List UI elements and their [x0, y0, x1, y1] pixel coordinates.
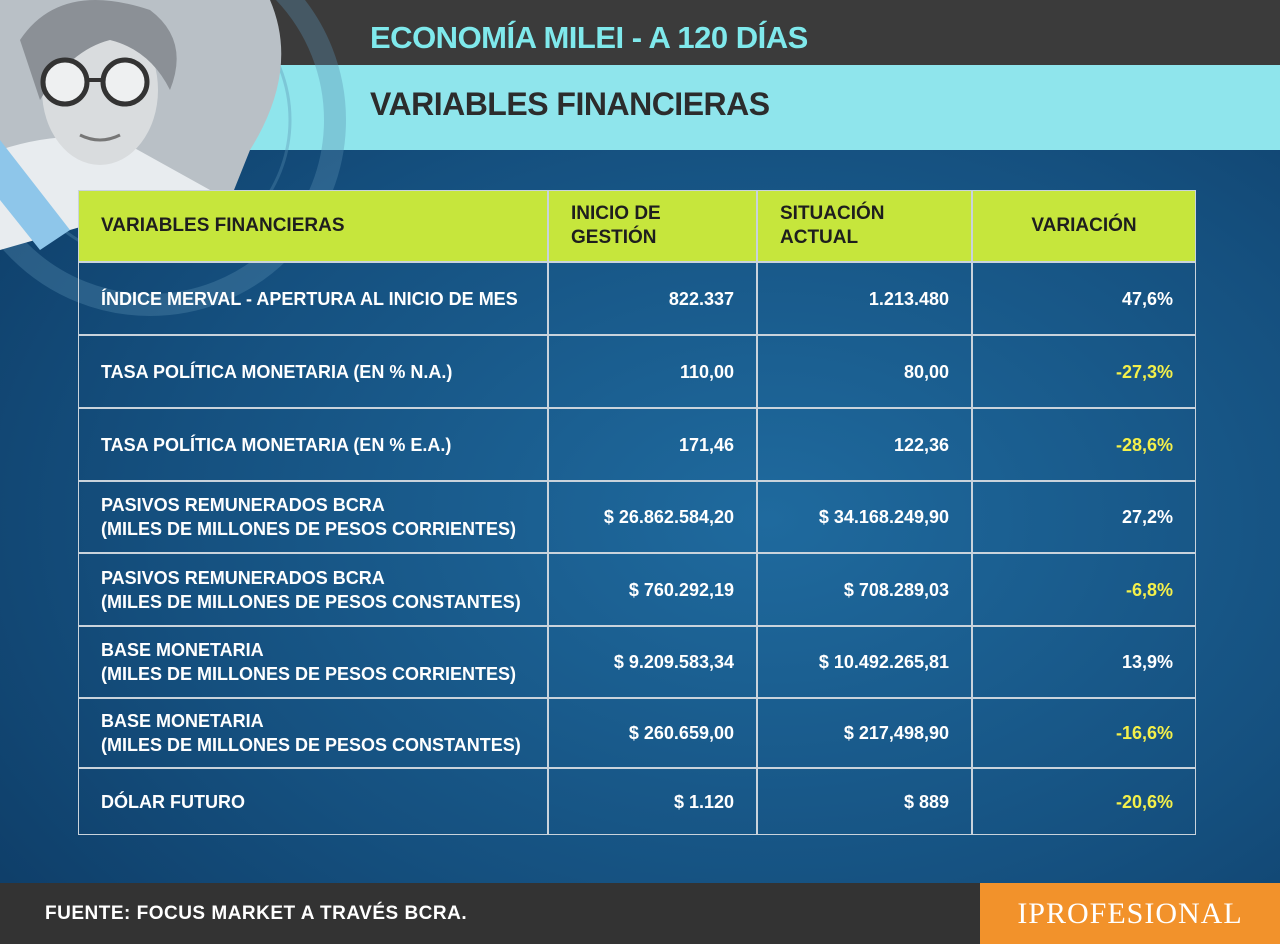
table-cell: $ 217,498,90	[757, 698, 972, 768]
brand-logo: IPROFESIONAL	[1017, 896, 1243, 930]
table-cell: 110,00	[548, 335, 757, 408]
label-lines: PASIVOS REMUNERADOS BCRA (MILES DE MILLON…	[101, 493, 516, 541]
table-cell: $ 1.120	[548, 768, 757, 835]
table-cell: $ 260.659,00	[548, 698, 757, 768]
label-lines: TASA POLÍTICA MONETARIA (EN % N.A.)	[101, 360, 452, 384]
subtitle: VARIABLES FINANCIERAS	[370, 86, 770, 122]
label-line: (MILES DE MILLONES DE PESOS CORRIENTES)	[101, 519, 517, 539]
label-line: DÓLAR FUTURO	[101, 791, 245, 812]
row-label: PASIVOS REMUNERADOS BCRA (MILES DE MILLON…	[78, 553, 548, 626]
table-cell: 171,46	[548, 408, 757, 481]
label-line: TASA POLÍTICA MONETARIA (EN % N.A.)	[101, 361, 453, 382]
table-cell: $ 9.209.583,34	[548, 626, 757, 698]
row-label: PASIVOS REMUNERADOS BCRA (MILES DE MILLON…	[78, 481, 548, 553]
label-line: ÍNDICE MERVAL - APERTURA AL INICIO DE ME…	[101, 288, 518, 309]
label-lines: TASA POLÍTICA MONETARIA (EN % E.A.)	[101, 433, 451, 457]
table-cell: 822.337	[548, 262, 757, 335]
table: VARIABLES FINANCIERAS INICIO DE GESTIÓN SI…	[78, 190, 1196, 835]
table-cell: 47,6%	[972, 262, 1196, 335]
table-cell: $ 26.862.584,20	[548, 481, 757, 553]
portrait-illustration	[0, 0, 346, 316]
table-cell: -16,6%	[972, 698, 1196, 768]
column-header: VARIABLES FINANCIERAS	[78, 190, 548, 262]
table-cell: 13,9%	[972, 626, 1196, 698]
row-label: DÓLAR FUTURO	[78, 768, 548, 835]
table-cell: $ 34.168.249,90	[757, 481, 972, 553]
label-lines: BASE MONETARIA (MILES DE MILLONES DE PESO…	[101, 709, 521, 757]
label-lines: ÍNDICE MERVAL - APERTURA AL INICIO DE ME…	[101, 287, 518, 311]
label-line: (MILES DE MILLONES DE PESOS CONSTANTES)	[101, 591, 521, 612]
column-header: VARIACIÓN	[972, 190, 1196, 262]
table-cell: 1.213.480	[757, 262, 972, 335]
label-line: TASA POLÍTICA MONETARIA (EN % E.A.)	[101, 434, 452, 455]
title: ECONOMÍA MILEI - A 120 DÍAS	[370, 20, 808, 55]
table-cell: $ 10.492.265,81	[757, 626, 972, 698]
row-label: BASE MONETARIA (MILES DE MILLONES DE PESO…	[78, 698, 548, 768]
row-label: TASA POLÍTICA MONETARIA (EN % E.A.)	[78, 408, 548, 481]
label-line: BASE MONETARIA	[101, 640, 264, 660]
label-line: PASIVOS REMUNERADOS BCRA	[101, 567, 385, 588]
row-label: TASA POLÍTICA MONETARIA (EN % N.A.)	[78, 335, 548, 408]
source-note: FUENTE: FOCUS MARKET A TRAVÉS BCRA.	[45, 903, 468, 924]
row-label: BASE MONETARIA (MILES DE MILLONES DE PESO…	[78, 626, 548, 698]
table-cell: 122,36	[757, 408, 972, 481]
label-line: PASIVOS REMUNERADOS BCRA	[101, 495, 385, 515]
table-cell: -27,3%	[972, 335, 1196, 408]
brand-box: IPROFESIONAL	[980, 883, 1280, 944]
row-label: ÍNDICE MERVAL - APERTURA AL INICIO DE ME…	[78, 262, 548, 335]
table-cell: 80,00	[757, 335, 972, 408]
label-line: BASE MONETARIA	[101, 711, 264, 731]
label-line: (MILES DE MILLONES DE PESOS CONSTANTES)	[101, 735, 521, 755]
table-cell: -20,6%	[972, 768, 1196, 835]
column-header: SITUACIÓN ACTUAL	[757, 190, 972, 262]
label-lines: BASE MONETARIA (MILES DE MILLONES DE PESO…	[101, 638, 516, 686]
label-lines: DÓLAR FUTURO	[101, 790, 245, 814]
label-line: (MILES DE MILLONES DE PESOS CORRIENTES)	[101, 664, 517, 684]
label-lines: PASIVOS REMUNERADOS BCRA (MILES DE MILLON…	[101, 566, 521, 614]
table-cell: $ 708.289,03	[757, 553, 972, 626]
table-cell: $ 760.292,19	[548, 553, 757, 626]
table-cell: -6,8%	[972, 553, 1196, 626]
table-cell: -28,6%	[972, 408, 1196, 481]
column-header: INICIO DE GESTIÓN	[548, 190, 757, 262]
table-cell: $ 889	[757, 768, 972, 835]
table-cell: 27,2%	[972, 481, 1196, 553]
